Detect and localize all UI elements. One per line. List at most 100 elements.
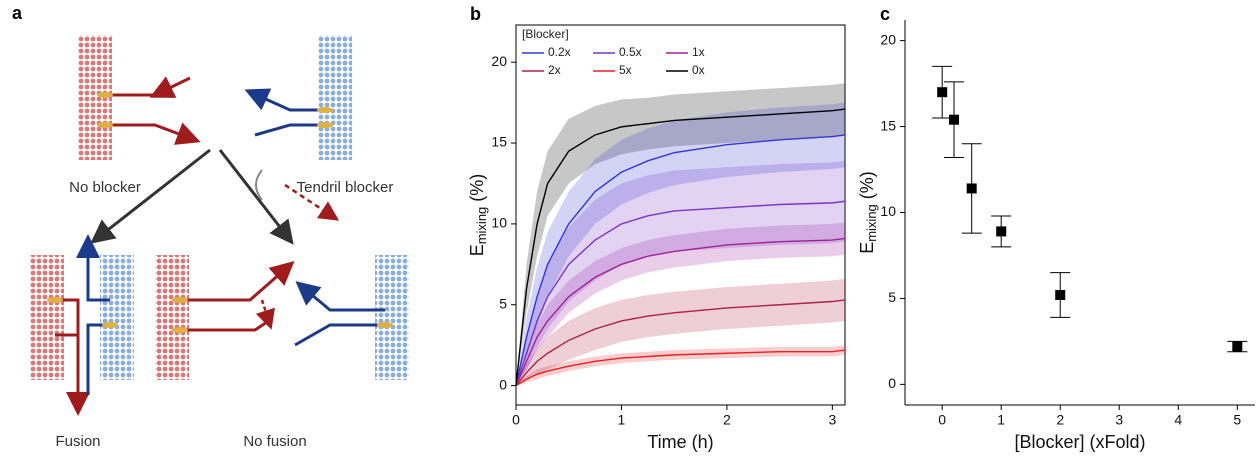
- point: [1055, 290, 1066, 300]
- error-band: [558, 213, 582, 316]
- legend-label: 5x: [619, 63, 632, 77]
- protein: [180, 261, 295, 302]
- y-label-unit: (%): [857, 171, 877, 199]
- error-band: [608, 297, 635, 346]
- anchor: [317, 122, 333, 128]
- panel-label: b: [470, 4, 481, 24]
- series-line: [515, 134, 846, 386]
- legend-label: 0.2x: [548, 45, 571, 59]
- x-axis-label: Time (h): [647, 432, 713, 452]
- error-band: [581, 254, 609, 304]
- series-line: [515, 200, 846, 386]
- y-axis-label: Emixing (%): [467, 174, 490, 257]
- blocker: [255, 169, 263, 201]
- protein: [76, 234, 110, 302]
- y-label-main: E: [857, 242, 877, 254]
- panel-label: c: [880, 4, 890, 24]
- legend-label: 0.5x: [619, 45, 642, 59]
- y-tick-label: 10: [880, 203, 896, 219]
- protein: [295, 281, 385, 312]
- point: [948, 114, 959, 125]
- point: [996, 226, 1007, 237]
- membrane: [155, 255, 189, 380]
- membrane: [30, 255, 64, 380]
- x-tick-label: 0: [938, 412, 946, 428]
- x-tick-label: 2: [723, 412, 731, 428]
- error-band: [634, 172, 661, 261]
- y-tick-label: 0: [499, 376, 507, 392]
- error-band: [558, 175, 582, 277]
- error-band: [660, 116, 701, 190]
- label: Tendril blocker: [297, 179, 394, 196]
- anchor: [377, 322, 393, 328]
- point: [1232, 341, 1243, 352]
- y-tick-label: 20: [880, 31, 896, 47]
- x-tick-label: 3: [1115, 412, 1123, 428]
- label: No blocker: [69, 179, 141, 196]
- error-band: [581, 102, 609, 174]
- y-tick-label: 20: [491, 53, 507, 69]
- protein: [100, 122, 201, 145]
- error-band: [700, 109, 754, 182]
- x-tick-label: 1: [997, 412, 1005, 428]
- error-band: [531, 342, 543, 378]
- anchor: [317, 107, 333, 113]
- legend-label: 2x: [548, 63, 561, 77]
- series-line: [515, 108, 846, 386]
- error-band: [531, 279, 543, 359]
- error-band: [558, 112, 582, 200]
- label: No fusion: [243, 433, 306, 450]
- membrane: [100, 255, 134, 380]
- protein: [254, 123, 330, 137]
- protein: [255, 299, 275, 330]
- legend-label: 0x: [692, 63, 705, 77]
- y-tick-label: 15: [491, 134, 507, 150]
- x-axis-label: [Blocker] (xFold): [1014, 432, 1145, 452]
- membrane: [318, 35, 352, 160]
- anchor: [47, 297, 63, 303]
- y-tick-label: 0: [888, 375, 896, 391]
- x-tick-label: 0: [512, 412, 520, 428]
- y-axis-label: Emixing (%): [857, 171, 880, 254]
- anchor: [97, 92, 113, 98]
- legend-title: [Blocker]: [522, 27, 569, 41]
- protein: [180, 318, 271, 332]
- series-line: [515, 299, 846, 387]
- point: [937, 87, 948, 98]
- anchor: [102, 322, 118, 328]
- x-tick-label: 5: [1233, 412, 1241, 428]
- series-line: [515, 349, 846, 387]
- membrane: [375, 255, 409, 380]
- error-band: [542, 134, 559, 237]
- error-band: [700, 227, 754, 265]
- y-label-sub: mixing: [474, 207, 489, 245]
- legend-label: 1x: [692, 45, 705, 59]
- error-band: [608, 134, 635, 215]
- panel-a: a No blocker Tendril blocker Fusion: [12, 3, 409, 450]
- error-band: [608, 98, 635, 160]
- error-band: [608, 179, 635, 273]
- x-tick-label: 4: [1174, 412, 1182, 428]
- error-band: [660, 168, 701, 254]
- anchor: [172, 297, 188, 303]
- anchor: [172, 327, 188, 333]
- panel-label: a: [12, 3, 23, 23]
- arrow: [218, 149, 294, 245]
- arrow: [90, 148, 211, 244]
- x-tick-label: 1: [618, 412, 626, 428]
- y-tick-label: 10: [491, 215, 507, 231]
- y-tick-label: 5: [499, 295, 507, 311]
- protein: [244, 88, 325, 112]
- anchor: [97, 122, 113, 128]
- plot-frame: [515, 24, 846, 406]
- series-line: [515, 237, 846, 386]
- point: [966, 183, 977, 194]
- error-band: [542, 329, 559, 372]
- y-tick-label: 5: [888, 289, 896, 305]
- error-band: [581, 149, 609, 241]
- error-band: [634, 124, 661, 199]
- arrow: [284, 183, 340, 221]
- label: Fusion: [55, 433, 100, 450]
- error-band: [542, 211, 559, 312]
